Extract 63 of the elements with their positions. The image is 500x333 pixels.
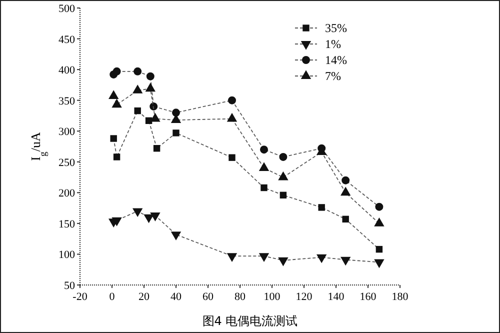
y-tick-label: 500: [58, 3, 76, 15]
y-tick-label: 150: [58, 218, 76, 230]
point: [342, 176, 350, 184]
point: [134, 67, 142, 76]
point: [132, 84, 143, 94]
point: [340, 256, 351, 266]
point: [228, 96, 236, 104]
point: [110, 135, 117, 142]
point: [375, 202, 384, 211]
point: [316, 254, 327, 264]
x-tick-label: 160: [360, 291, 377, 303]
point: [112, 217, 122, 226]
point: [226, 112, 238, 122]
x-tick-label: -20: [72, 291, 88, 303]
point: [342, 216, 349, 222]
point: [258, 253, 270, 262]
y-tick-label: 350: [58, 95, 76, 108]
point: [172, 130, 180, 136]
legend-label: 1%: [325, 37, 341, 51]
point: [146, 72, 154, 80]
y-tick-label: 50: [64, 280, 76, 292]
point: [144, 214, 154, 224]
point: [374, 259, 384, 268]
x-tick-label: 140: [328, 291, 345, 303]
legend-label: 7%: [325, 69, 341, 83]
x-tick-label: 0: [109, 291, 116, 303]
y-tick-label: 450: [58, 34, 76, 46]
point: [226, 253, 238, 262]
point: [150, 212, 160, 222]
point: [260, 146, 268, 154]
x-tick-label: 180: [392, 291, 409, 303]
point: [278, 257, 288, 266]
y-tick-label: 250: [58, 156, 76, 169]
point: [170, 232, 182, 240]
point: [280, 192, 287, 198]
x-tick-label: 80: [234, 291, 246, 303]
point: [108, 90, 119, 99]
legend-label: 35%: [325, 21, 347, 35]
point: [112, 67, 121, 76]
x-tick-label: 40: [170, 291, 182, 303]
point: [134, 107, 141, 114]
point: [228, 154, 236, 161]
x-tick-label: 100: [264, 291, 281, 303]
point: [132, 208, 143, 218]
point: [318, 204, 325, 211]
point: [279, 152, 288, 161]
y-tick-label: 300: [58, 126, 76, 138]
legend-label: 14%: [325, 53, 347, 67]
point: [113, 154, 120, 160]
y-tick-label: 100: [58, 249, 76, 262]
point: [153, 144, 160, 152]
x-tick-label: 60: [202, 291, 214, 303]
point: [172, 108, 180, 117]
y-tick-label: 400: [58, 64, 76, 77]
point: [260, 184, 268, 192]
x-tick-label: 20: [138, 291, 150, 303]
y-tick-label: 200: [58, 188, 76, 200]
x-tick-label: 120: [296, 291, 313, 303]
point: [112, 98, 122, 108]
point: [376, 246, 383, 253]
point: [145, 82, 156, 92]
point: [150, 102, 158, 110]
caption: 图4 电偶电流测试: [202, 314, 298, 328]
